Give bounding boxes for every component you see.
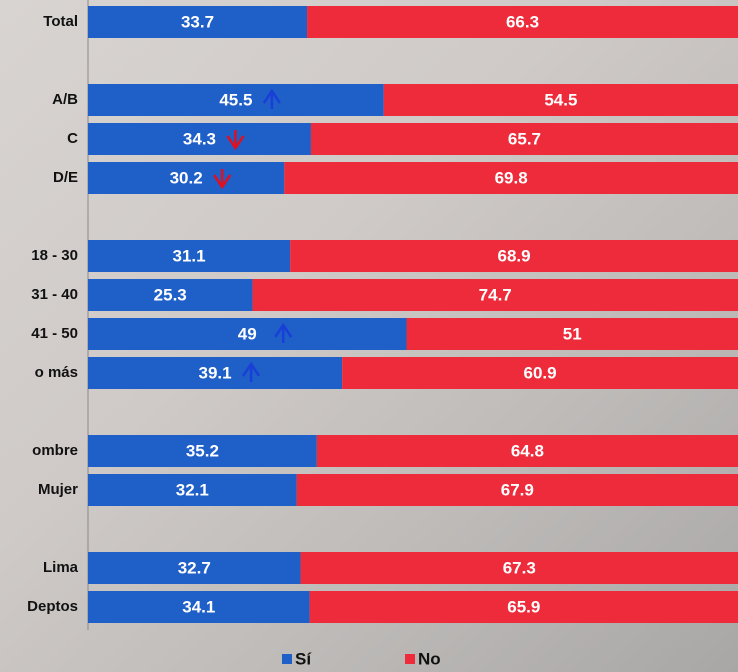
y-tick-label: Total xyxy=(43,13,78,30)
y-tick-label: Lima xyxy=(43,559,79,576)
y-tick-label: Mujer xyxy=(38,481,78,498)
value-label: 49 xyxy=(238,324,257,343)
y-tick-label: o más xyxy=(35,364,78,381)
legend-label: No xyxy=(418,649,441,668)
value-label: 60.9 xyxy=(524,363,557,382)
legend-swatch xyxy=(282,654,292,664)
page: Total 33.7 66.3 A/B 45.5 54.5 C 34.3 65.7 D/E 30.2… xyxy=(0,0,738,672)
value-label: 33.7 xyxy=(181,12,214,31)
value-label: 74.7 xyxy=(479,285,512,304)
y-tick-label: 31 - 40 xyxy=(31,286,78,303)
value-label: 66.3 xyxy=(506,12,539,31)
value-label: 32.1 xyxy=(176,480,209,499)
y-tick-label: 18 - 30 xyxy=(31,247,78,264)
value-label: 69.8 xyxy=(495,168,528,187)
value-label: 31.1 xyxy=(173,246,206,265)
value-label: 68.9 xyxy=(498,246,531,265)
legend-label: Sí xyxy=(295,649,312,668)
value-label: 51 xyxy=(563,324,582,343)
value-label: 34.1 xyxy=(182,597,215,616)
y-tick-label: A/B xyxy=(52,91,78,108)
y-tick-label: Deptos xyxy=(27,598,78,615)
value-label: 32.7 xyxy=(178,558,211,577)
y-tick-label: ombre xyxy=(32,442,78,459)
y-tick-label: C xyxy=(67,130,78,147)
y-tick-label: D/E xyxy=(53,169,78,186)
y-tick-label: 41 - 50 xyxy=(31,325,78,342)
value-label: 30.2 xyxy=(170,168,203,187)
value-label: 34.3 xyxy=(183,129,216,148)
legend-swatch xyxy=(405,654,415,664)
value-label: 35.2 xyxy=(186,441,219,460)
value-label: 65.7 xyxy=(508,129,541,148)
value-label: 39.1 xyxy=(199,363,232,382)
value-label: 67.3 xyxy=(503,558,536,577)
value-label: 25.3 xyxy=(154,285,187,304)
value-label: 67.9 xyxy=(501,480,534,499)
value-label: 64.8 xyxy=(511,441,544,460)
chart: Total 33.7 66.3 A/B 45.5 54.5 C 34.3 65.7 D/E 30.2… xyxy=(0,0,738,672)
value-label: 54.5 xyxy=(544,90,577,109)
value-label: 65.9 xyxy=(507,597,540,616)
value-label: 45.5 xyxy=(219,90,252,109)
